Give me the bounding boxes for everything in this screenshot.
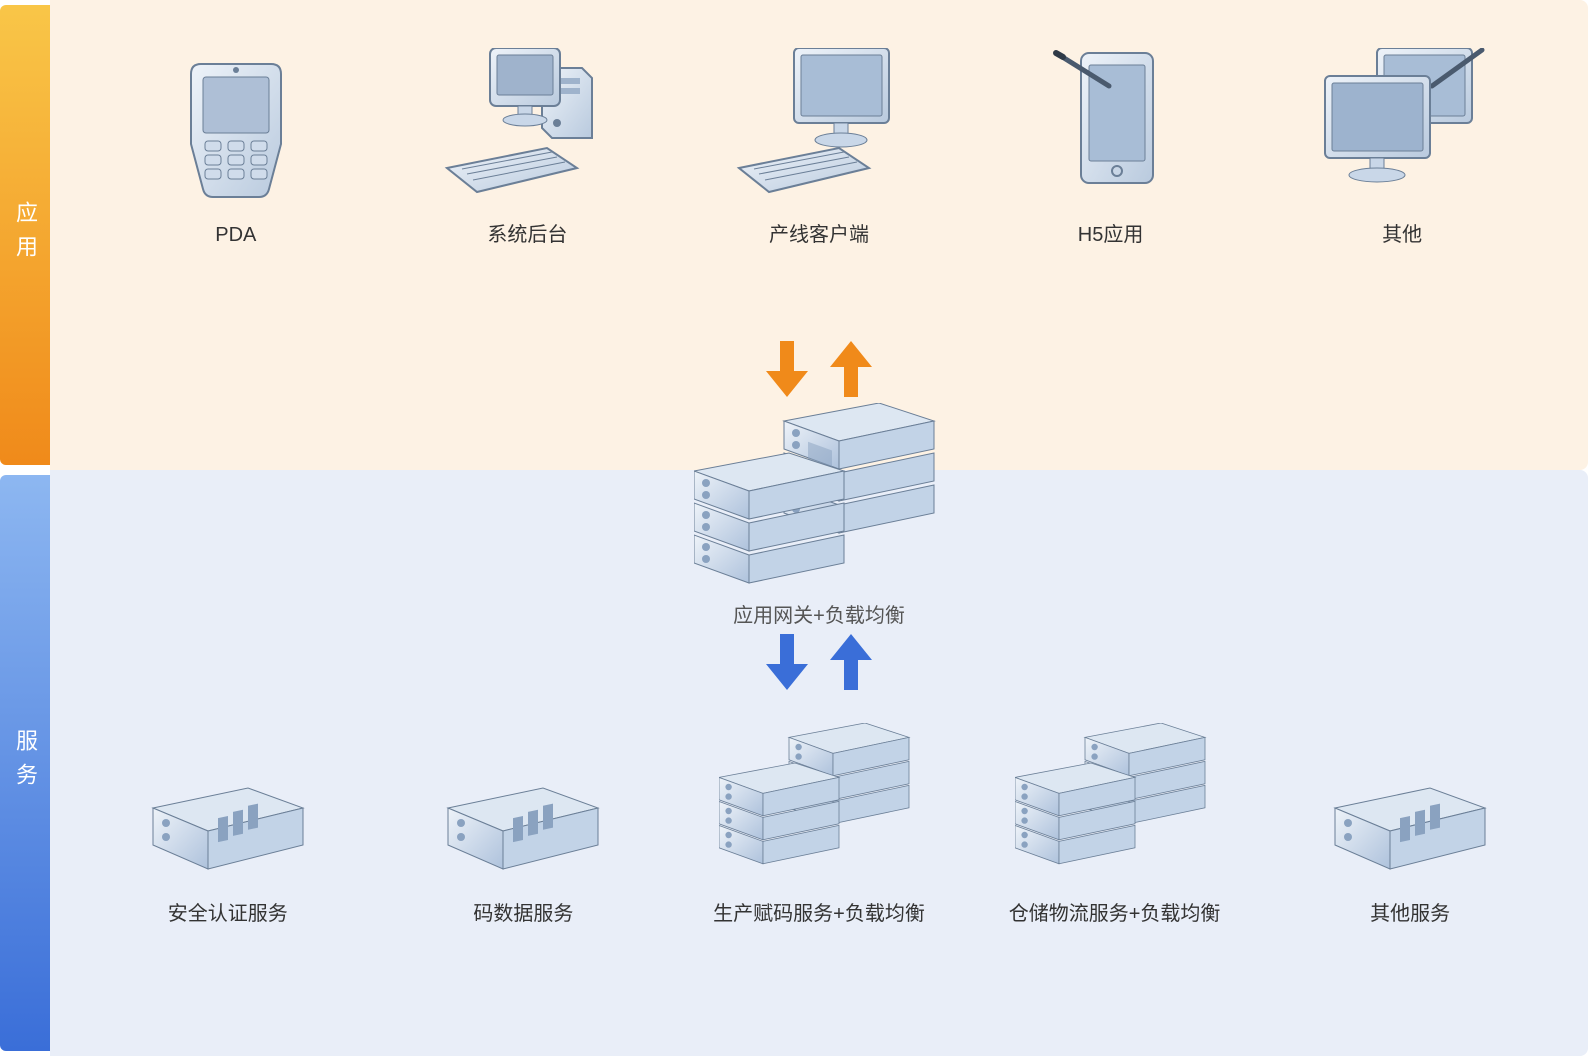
- h5-label: H5应用: [1078, 218, 1144, 247]
- server-icon: [443, 783, 603, 873]
- auth-service-label: 安全认证服务: [168, 897, 288, 926]
- service-tab-label: 服务: [9, 729, 41, 797]
- backend-item: 系统后台: [396, 48, 658, 247]
- arrow-down-icon: [762, 634, 812, 690]
- desktop-icon: [442, 48, 612, 198]
- warehouse-service-label: 仓储物流服务+负载均衡: [1009, 897, 1221, 926]
- service-items-row: 安全认证服务 码数据服务: [50, 723, 1588, 926]
- server-cluster-icon: [1015, 723, 1215, 873]
- backend-label: 系统后台: [487, 218, 567, 247]
- server-cluster-icon: [719, 723, 919, 873]
- service-panel: 应用网关+负载均衡: [50, 470, 1588, 1056]
- monitor-kb-icon: [734, 48, 904, 198]
- arrow-up-icon: [826, 634, 876, 690]
- pda-item: PDA: [105, 54, 367, 247]
- service-layer: 服务: [0, 470, 1588, 1056]
- application-tab: 应用: [0, 5, 50, 465]
- line-client-label: 产线客户端: [769, 218, 869, 247]
- code-data-service-label: 码数据服务: [473, 897, 573, 926]
- arrows-top: [762, 341, 876, 397]
- application-items-row: PDA: [50, 48, 1588, 247]
- gateway-stack: 应用网关+负载均衡: [619, 335, 1019, 696]
- other-service-item: 其他服务: [1277, 783, 1543, 926]
- application-tab-label: 应用: [9, 201, 41, 269]
- dual-monitor-icon: [1317, 48, 1487, 198]
- arrow-down-icon: [762, 341, 812, 397]
- server-icon: [148, 783, 308, 873]
- pda-label: PDA: [215, 224, 256, 247]
- line-client-item: 产线客户端: [688, 48, 950, 247]
- pda-icon: [181, 54, 291, 204]
- gateway-label: 应用网关+负载均衡: [733, 599, 905, 628]
- server-icon: [1330, 783, 1490, 873]
- other-app-item: 其他: [1271, 48, 1533, 247]
- service-tab: 服务: [0, 475, 50, 1051]
- prod-code-service-label: 生产赋码服务+负载均衡: [713, 897, 925, 926]
- prod-code-service-item: 生产赋码服务+负载均衡: [686, 723, 952, 926]
- other-app-label: 其他: [1382, 218, 1422, 247]
- h5-item: H5应用: [979, 48, 1241, 247]
- auth-service-item: 安全认证服务: [95, 783, 361, 926]
- gateway-cluster-icon: [694, 403, 944, 593]
- warehouse-service-item: 仓储物流服务+负载均衡: [982, 723, 1248, 926]
- tablet-icon: [1051, 48, 1171, 198]
- arrows-bottom: [762, 634, 876, 690]
- code-data-service-item: 码数据服务: [390, 783, 656, 926]
- arrow-up-icon: [826, 341, 876, 397]
- other-service-label: 其他服务: [1370, 897, 1450, 926]
